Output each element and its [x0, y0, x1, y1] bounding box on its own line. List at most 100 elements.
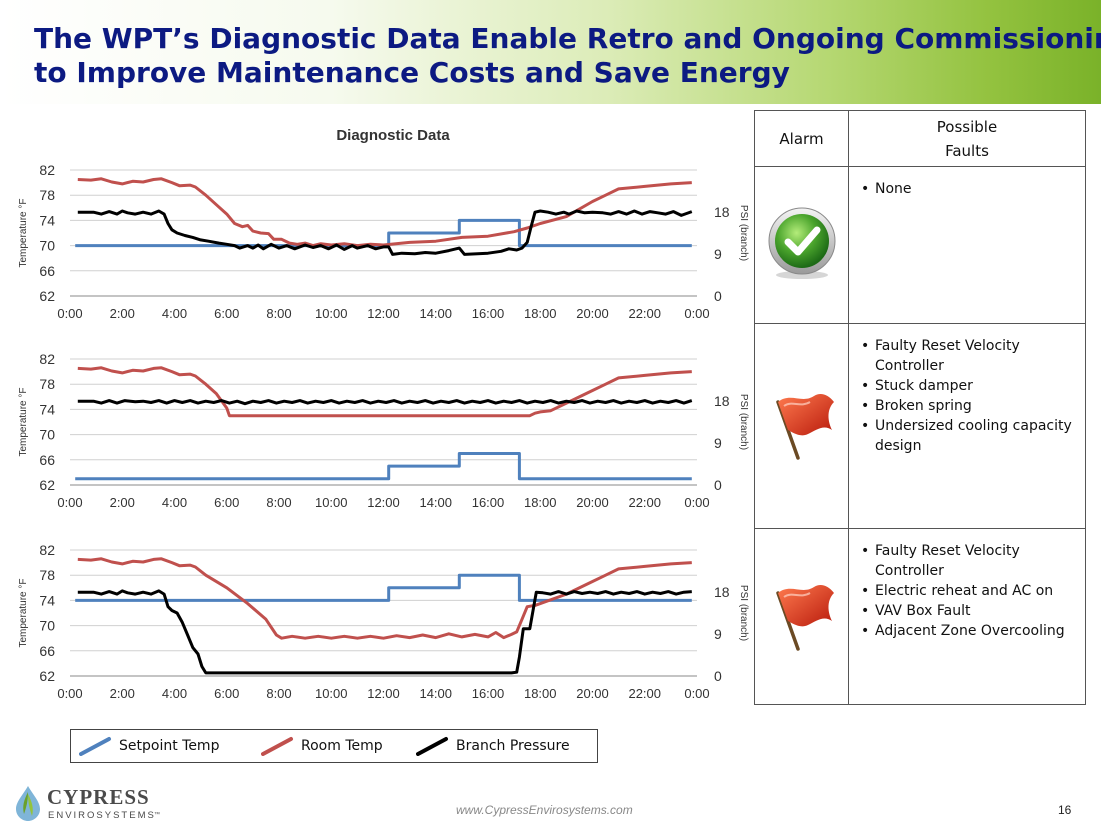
- alarm-cell: [754, 323, 849, 529]
- x-tick-label: 4:00: [162, 495, 187, 510]
- y-tick-label-right: 18: [714, 204, 730, 220]
- x-tick-label: 0:00: [57, 495, 82, 510]
- series-line-branch-pressure: [77, 589, 692, 675]
- y-tick-label-left: 78: [39, 187, 55, 203]
- diagnostic-chart: Diagnostic Data 82 78 74 70 66 62 18 9 0 0:00 2:00 4…: [18, 127, 749, 701]
- faults-cell: Faulty Reset Velocity Controller Stuck d…: [848, 323, 1086, 529]
- header-band: [0, 0, 1101, 104]
- y-tick-label-left: 62: [39, 477, 55, 493]
- x-tick-label: 0:00: [684, 686, 709, 701]
- y-tick-label-left: 66: [39, 263, 55, 279]
- faults-header-line-1: Possible: [936, 117, 998, 136]
- x-tick-label: 22:00: [628, 686, 661, 701]
- logo-tm: ™: [154, 811, 160, 818]
- water-drop-leaf-icon: CYPRESS ENVIROSYSTEMS ™: [16, 785, 160, 821]
- chart-title: Diagnostic Data: [336, 127, 450, 144]
- x-tick-label: 20:00: [576, 306, 609, 321]
- alarm-cell: [754, 528, 849, 705]
- y-tick-label-right: 18: [714, 584, 730, 600]
- series-line-room-temp: [77, 557, 692, 640]
- x-tick-label: 2:00: [110, 686, 135, 701]
- y-tick-label-left: 78: [39, 376, 55, 392]
- table-row: Faulty Reset Velocity Controller Electri…: [754, 528, 1086, 705]
- y-tick-label-left: 82: [39, 542, 55, 558]
- y-axis-title-right: PSI (branch): [738, 394, 749, 450]
- series-line-room-temp: [77, 366, 692, 418]
- x-tick-label: 12:00: [367, 306, 400, 321]
- y-tick-label-left: 82: [39, 351, 55, 367]
- y-axis-title-right: PSI (branch): [738, 585, 749, 641]
- x-tick-label: 6:00: [214, 686, 239, 701]
- logo-name: CYPRESS: [47, 785, 150, 809]
- x-tick-label: 4:00: [162, 306, 187, 321]
- y-tick-label-left: 70: [39, 618, 55, 634]
- legend-item-pressure: Branch Pressure: [416, 730, 570, 762]
- x-tick-label: 16:00: [472, 495, 505, 510]
- y-tick-label-left: 82: [39, 162, 55, 178]
- fault-item: Stuck damper: [861, 376, 1079, 396]
- x-tick-label: 22:00: [628, 495, 661, 510]
- series-line-room-temp: [77, 177, 692, 248]
- x-tick-label: 20:00: [576, 686, 609, 701]
- fault-item: Adjacent Zone Overcooling: [861, 621, 1079, 641]
- green-check-icon: [768, 207, 835, 279]
- x-tick-label: 6:00: [214, 306, 239, 321]
- footer-url: www.CypressEnvirosystems.com: [456, 803, 633, 817]
- fault-item: Faulty Reset Velocity Controller: [861, 336, 1079, 376]
- y-tick-label-right: 9: [714, 626, 722, 642]
- fault-item: Broken spring: [861, 396, 1079, 416]
- y-axis-title-right: PSI (branch): [738, 205, 749, 261]
- legend-label-pressure: Branch Pressure: [456, 738, 570, 754]
- x-tick-label: 12:00: [367, 495, 400, 510]
- y-tick-label-left: 62: [39, 668, 55, 684]
- x-tick-label: 16:00: [472, 686, 505, 701]
- y-tick-label-left: 74: [39, 212, 55, 228]
- cypress-logo: CYPRESS ENVIROSYSTEMS ™: [14, 784, 174, 829]
- y-tick-label-right: 9: [714, 246, 722, 262]
- y-tick-label-left: 74: [39, 401, 55, 417]
- faults-header-line-2: Faults: [945, 141, 989, 160]
- table-row: Faulty Reset Velocity Controller Stuck d…: [754, 323, 1086, 529]
- legend-swatch-setpoint: [79, 737, 111, 756]
- red-flag-icon: [775, 584, 834, 651]
- page-number: 16: [1058, 803, 1072, 817]
- alarm-column-header: Alarm: [754, 110, 849, 167]
- x-tick-label: 16:00: [472, 306, 505, 321]
- fault-table: Alarm Possible Faults: [754, 110, 1086, 705]
- x-tick-label: 14:00: [419, 686, 452, 701]
- x-tick-label: 8:00: [266, 495, 291, 510]
- fault-item: None: [861, 179, 1079, 199]
- logo-sub: ENVIROSYSTEMS: [48, 810, 156, 821]
- x-tick-label: 2:00: [110, 306, 135, 321]
- y-tick-label-right: 0: [714, 477, 722, 493]
- legend-swatch-pressure: [416, 737, 448, 756]
- slide-title-line-2: to Improve Maintenance Costs and Save En…: [34, 56, 790, 89]
- legend-item-room: Room Temp: [261, 730, 383, 762]
- x-tick-label: 0:00: [57, 306, 82, 321]
- y-tick-label-right: 0: [714, 288, 722, 304]
- faults-column-header: Possible Faults: [848, 110, 1086, 167]
- y-tick-label-left: 66: [39, 452, 55, 468]
- x-tick-label: 12:00: [367, 686, 400, 701]
- legend-swatch-room: [261, 737, 293, 756]
- y-tick-label-left: 78: [39, 567, 55, 583]
- y-tick-label-right: 0: [714, 668, 722, 684]
- y-tick-label-left: 74: [39, 592, 55, 608]
- chart-legend: Setpoint Temp Room Temp Branch Pressure: [70, 729, 598, 763]
- y-tick-label-right: 18: [714, 393, 730, 409]
- slide-title-line-1: The WPT’s Diagnostic Data Enable Retro a…: [34, 22, 1101, 55]
- faults-cell: Faulty Reset Velocity Controller Electri…: [848, 528, 1086, 705]
- y-axis-title-left: Temperature °F: [18, 578, 29, 647]
- y-tick-label-right: 9: [714, 435, 722, 451]
- legend-label-room: Room Temp: [301, 738, 383, 754]
- red-flag-icon: [775, 394, 834, 460]
- x-tick-label: 0:00: [57, 686, 82, 701]
- series-line-branch-pressure: [77, 399, 693, 406]
- x-tick-label: 22:00: [628, 306, 661, 321]
- fault-item: Faulty Reset Velocity Controller: [861, 541, 1079, 581]
- x-tick-label: 4:00: [162, 686, 187, 701]
- x-tick-label: 18:00: [524, 686, 557, 701]
- legend-item-setpoint: Setpoint Temp: [79, 730, 219, 762]
- y-tick-label-left: 70: [39, 427, 55, 443]
- x-tick-label: 0:00: [684, 495, 709, 510]
